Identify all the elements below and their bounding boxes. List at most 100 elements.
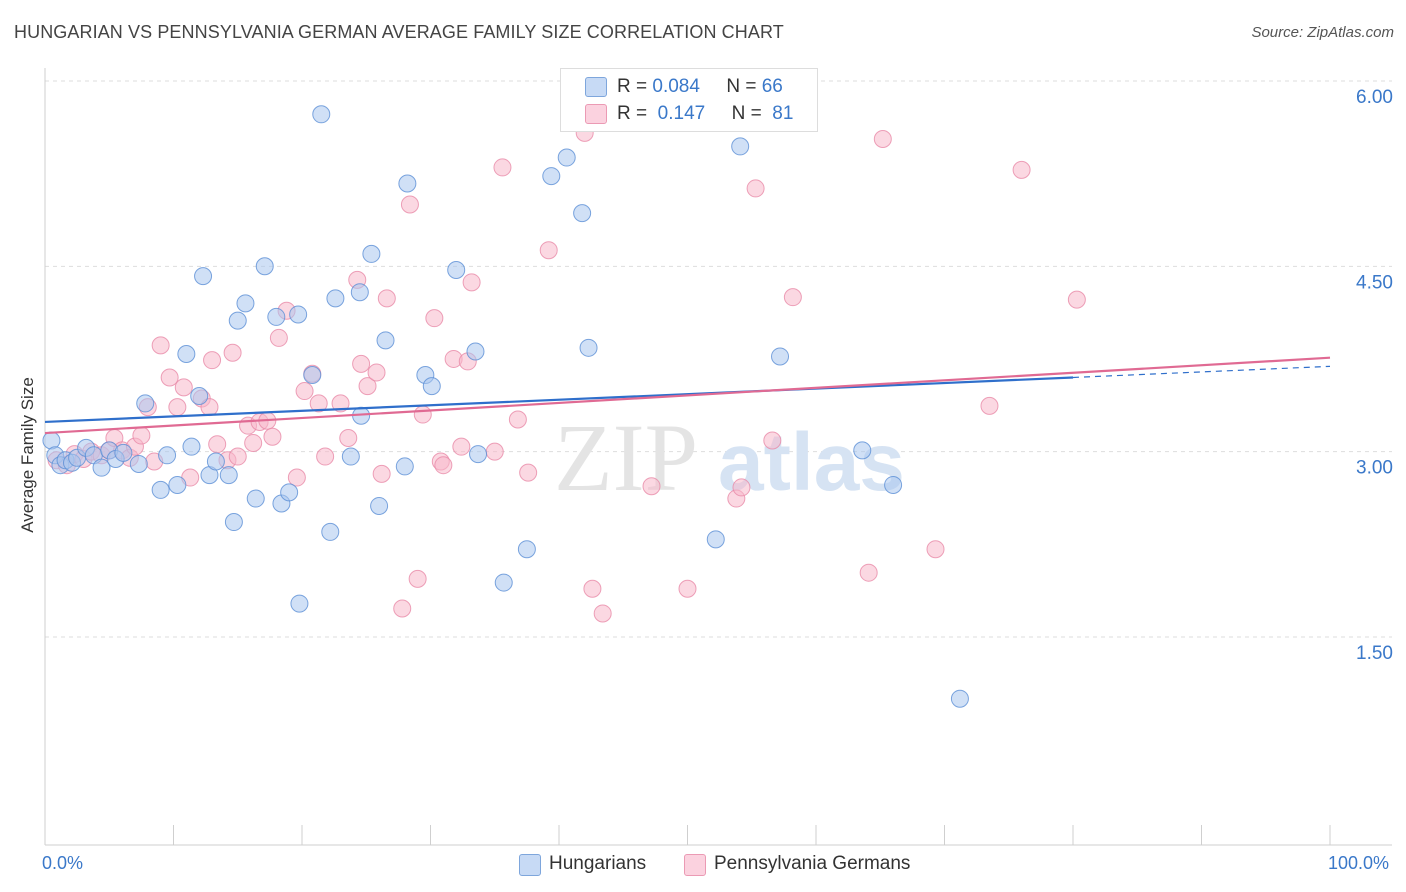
point-hungarian: [370, 496, 389, 515]
point-hungarian: [228, 311, 247, 330]
y-tick-label: 4.50: [1356, 272, 1393, 293]
y-tick-labels: 1.50 3.00 4.50 6.00: [1356, 87, 1393, 664]
point-hungarian: [224, 513, 243, 532]
point-pennsylvania-german: [1067, 290, 1086, 309]
point-pennsylvania-german: [980, 396, 999, 415]
point-pennsylvania-german: [539, 241, 558, 260]
point-pennsylvania-german: [425, 309, 444, 328]
point-hungarian: [290, 594, 309, 613]
bottom-legend-swatch-blue: [519, 854, 541, 876]
point-pennsylvania-german: [287, 468, 306, 487]
point-hungarian: [884, 475, 903, 494]
point-hungarian: [376, 331, 395, 350]
point-pennsylvania-german: [763, 431, 782, 450]
bottom-legend-swatch-pink: [684, 854, 706, 876]
point-hungarian: [341, 447, 360, 466]
y-tick-label: 3.00: [1356, 458, 1393, 479]
point-hungarian: [177, 344, 196, 363]
point-hungarian: [129, 454, 148, 473]
stats-legend: R = 0.084 N = 66 R = 0.147 N = 81: [560, 68, 818, 132]
point-hungarian: [92, 458, 111, 477]
point-hungarian: [447, 260, 466, 279]
point-hungarian: [350, 283, 369, 302]
y-tick-label: 1.50: [1356, 643, 1393, 664]
point-hungarian: [395, 457, 414, 476]
point-pennsylvania-german: [377, 289, 396, 308]
point-hungarian: [206, 452, 225, 471]
trend-line-hungarians-extension: [1072, 365, 1331, 379]
point-pennsylvania-german: [783, 288, 802, 307]
point-pennsylvania-german: [452, 437, 471, 456]
point-pennsylvania-german: [593, 604, 612, 623]
point-hungarian: [321, 522, 340, 541]
point-pennsylvania-german: [160, 368, 179, 387]
point-pennsylvania-german: [339, 429, 358, 448]
point-hungarian: [158, 446, 177, 465]
point-pennsylvania-german: [485, 442, 504, 461]
trend-line-hungarians: [44, 376, 1074, 424]
point-hungarian: [422, 377, 441, 396]
bottom-legend-label: Pennsylvania Germans: [714, 853, 911, 874]
point-pennsylvania-german: [462, 273, 481, 292]
point-hungarian: [398, 174, 417, 193]
gridlines: [45, 80, 1392, 638]
watermark-zip: ZIP: [554, 404, 698, 511]
trend-line-pennsylvania-germans: [44, 356, 1331, 435]
point-hungarian: [542, 167, 561, 186]
point-pennsylvania-german: [372, 464, 391, 483]
source-label: Source: ZipAtlas.com: [1251, 24, 1394, 41]
point-pennsylvania-german: [244, 433, 263, 452]
point-hungarian: [289, 305, 308, 324]
point-pennsylvania-german: [174, 378, 193, 397]
point-pennsylvania-german: [263, 427, 282, 446]
point-pennsylvania-german: [400, 195, 419, 214]
y-axis-title: Average Family Size: [18, 377, 37, 533]
point-hungarian: [303, 366, 322, 384]
point-hungarian: [136, 394, 155, 413]
legend-n-label: N =: [726, 76, 757, 97]
point-hungarian: [312, 105, 331, 124]
point-pennsylvania-german: [859, 563, 878, 582]
point-pennsylvania-german: [203, 351, 222, 370]
legend-r-label: R =: [617, 103, 648, 124]
point-pennsylvania-german: [678, 579, 697, 598]
point-hungarian: [190, 387, 209, 406]
point-pennsylvania-german: [223, 343, 242, 362]
point-hungarian: [731, 137, 750, 156]
chart-title: HUNGARIAN VS PENNSYLVANIA GERMAN AVERAGE…: [14, 22, 784, 42]
series-hungarians: [42, 105, 969, 708]
x-tick-label-min: 0.0%: [42, 853, 84, 873]
point-hungarian: [219, 466, 238, 485]
point-hungarian: [950, 689, 969, 708]
point-hungarian: [255, 257, 274, 276]
point-hungarian: [771, 347, 790, 366]
point-pennsylvania-german: [151, 336, 170, 355]
point-hungarian: [469, 445, 488, 464]
point-pennsylvania-german: [132, 426, 151, 445]
point-pennsylvania-german: [746, 179, 765, 198]
point-hungarian: [42, 431, 61, 450]
point-hungarian: [114, 443, 133, 462]
point-pennsylvania-german: [309, 394, 328, 413]
point-pennsylvania-german: [434, 456, 453, 475]
point-pennsylvania-german: [1012, 160, 1031, 179]
axes: [44, 68, 1392, 846]
point-hungarian: [182, 437, 201, 456]
legend-r-label: R =: [617, 76, 648, 97]
x-tick-label-max: 100.0%: [1328, 853, 1390, 873]
point-hungarian: [573, 204, 592, 223]
legend-swatch-pink: [585, 104, 607, 124]
point-pennsylvania-german: [732, 478, 751, 497]
point-pennsylvania-german: [519, 463, 538, 482]
point-pennsylvania-german: [493, 158, 512, 177]
point-pennsylvania-german: [873, 130, 892, 149]
legend-r-value: 0.147: [657, 103, 706, 124]
point-pennsylvania-german: [413, 405, 432, 424]
point-hungarian: [280, 483, 299, 502]
point-pennsylvania-german: [367, 363, 386, 382]
point-hungarian: [557, 148, 576, 167]
point-pennsylvania-german: [926, 540, 945, 559]
point-hungarian: [236, 294, 255, 313]
point-hungarian: [151, 480, 170, 499]
